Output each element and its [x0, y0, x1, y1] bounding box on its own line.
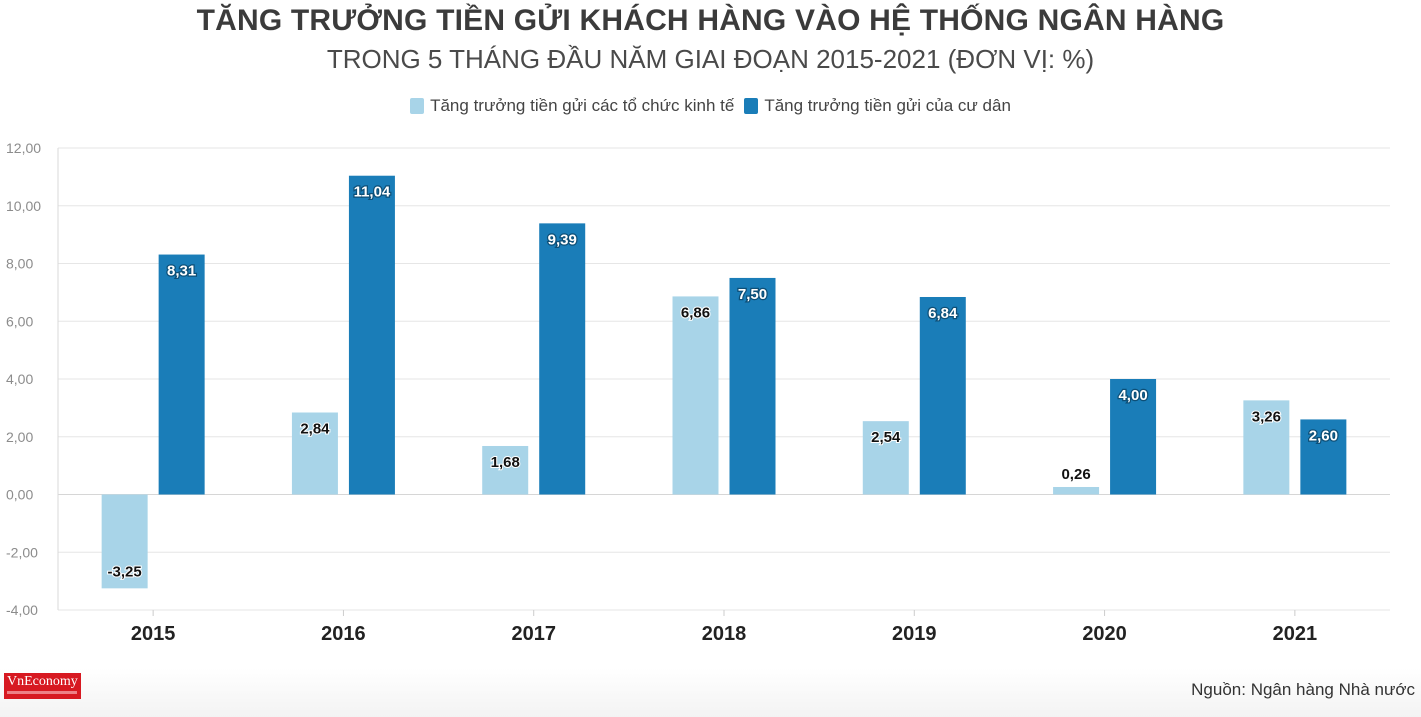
x-tick-label: 2015 [131, 623, 176, 645]
y-tick-label: -4,00 [6, 602, 38, 618]
y-tick-label: 12,00 [6, 140, 41, 156]
data-label-organizations: 1,68 [491, 454, 520, 471]
chart-title: TĂNG TRƯỞNG TIỀN GỬI KHÁCH HÀNG VÀO HỆ T… [196, 4, 1225, 37]
data-label-residents: 11,04 [354, 184, 391, 201]
bar-organizations [672, 296, 719, 495]
bar-residents [729, 277, 776, 495]
y-tick-label: -2,00 [6, 544, 38, 560]
x-tick-label: 2018 [702, 623, 747, 645]
bar-organizations [1243, 400, 1290, 495]
bar-residents [1300, 419, 1347, 495]
x-tick-label: 2021 [1273, 623, 1318, 645]
logo-underline [7, 691, 77, 694]
y-tick-label: 6,00 [6, 313, 33, 329]
data-label-organizations: 0,26 [1061, 466, 1090, 483]
legend-swatch-organizations [410, 98, 425, 114]
legend-item-residents: Tăng trưởng tiền gửi của cư dân [744, 96, 1011, 116]
bar-residents [919, 296, 966, 495]
data-label-residents: 6,84 [928, 305, 958, 322]
y-tick-label: 0,00 [6, 487, 33, 503]
footer-band [0, 668, 1421, 717]
source-note: Nguồn: Ngân hàng Nhà nước [1191, 680, 1415, 699]
x-tick-label: 2016 [321, 623, 366, 645]
y-tick-label: 4,00 [6, 371, 33, 387]
bar-organizations [1053, 486, 1100, 495]
data-label-organizations: 2,84 [300, 420, 330, 437]
vneconomy-logo: VnEconomy [4, 673, 81, 699]
bar-organizations [862, 421, 909, 495]
legend-item-organizations: Tăng trưởng tiền gửi các tổ chức kinh tế [410, 96, 734, 116]
data-label-residents: 9,39 [548, 231, 577, 248]
bar-residents [1110, 379, 1157, 495]
legend: Tăng trưởng tiền gửi các tổ chức kinh tế… [0, 96, 1421, 116]
y-tick-label: 10,00 [6, 198, 41, 214]
x-tick-label: 2019 [892, 623, 937, 645]
data-label-residents: 8,31 [167, 263, 196, 280]
legend-label-residents: Tăng trưởng tiền gửi của cư dân [764, 96, 1011, 115]
bar-residents [348, 175, 395, 495]
data-label-organizations: -3,25 [108, 563, 142, 580]
bar-organizations [482, 445, 529, 495]
chart-subtitle: TRONG 5 THÁNG ĐẦU NĂM GIAI ĐOẠN 2015-202… [326, 44, 1095, 74]
data-label-organizations: 3,26 [1252, 408, 1281, 425]
data-label-organizations: 2,54 [871, 429, 901, 446]
data-label-residents: 2,60 [1309, 427, 1338, 444]
bar-organizations [101, 494, 148, 589]
y-tick-label: 2,00 [6, 429, 33, 445]
y-tick-label: 8,00 [6, 256, 33, 272]
logo-text: VnEconomy [7, 674, 78, 689]
bar-residents [158, 254, 205, 495]
legend-label-organizations: Tăng trưởng tiền gửi các tổ chức kinh tế [430, 96, 735, 115]
bar-organizations [291, 412, 338, 495]
x-tick-label: 2017 [511, 623, 556, 645]
bar-residents [539, 223, 586, 495]
data-label-residents: 4,00 [1118, 387, 1147, 404]
data-label-residents: 7,50 [738, 286, 767, 303]
x-tick-label: 2020 [1082, 623, 1127, 645]
legend-swatch-residents [744, 98, 759, 114]
data-label-organizations: 6,86 [681, 304, 710, 321]
